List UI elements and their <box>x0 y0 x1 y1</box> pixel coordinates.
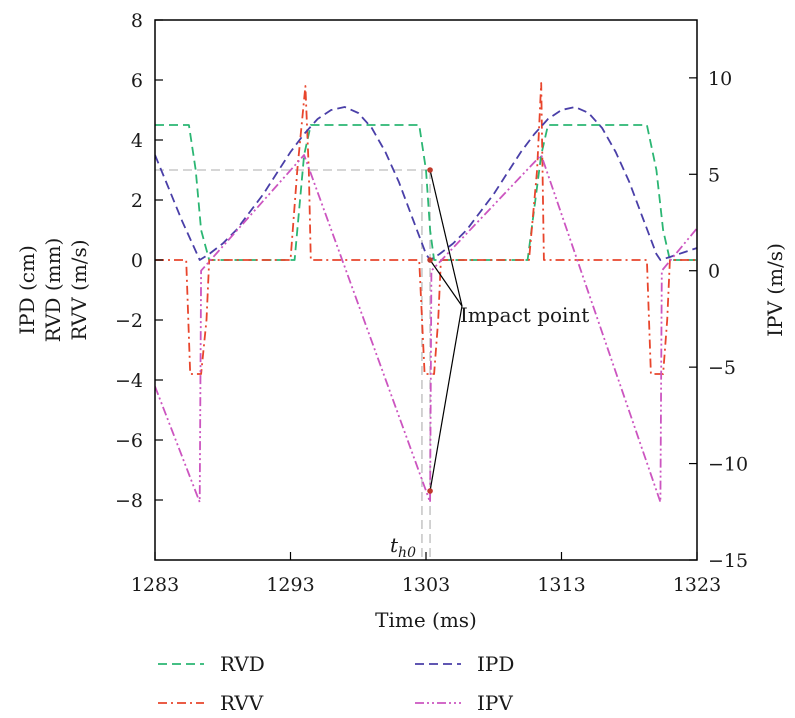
y2-tick-label: 0 <box>708 261 720 283</box>
impact-point-label: Impact point <box>460 303 589 327</box>
series-line-ipv <box>155 154 697 504</box>
y-axis-label-line-3: RVV (m/s) <box>67 239 91 340</box>
legend-label-rvd: RVD <box>220 652 265 676</box>
y2-axis-label: IPV (m/s) <box>763 243 787 337</box>
y2-axis-label-group: IPV (m/s) <box>763 243 787 337</box>
y2-tick-label: 5 <box>708 164 720 186</box>
legend-label-ipd: IPD <box>477 652 514 676</box>
x-axis-label: Time (ms) <box>375 608 477 632</box>
y-tick-label: 6 <box>131 70 143 92</box>
y-tick-label: −8 <box>115 490 143 512</box>
y-axis-label: IPD (cm) <box>15 245 39 335</box>
y-axis-label-2: RVD (mm) <box>41 238 65 343</box>
y2-tick-label: 10 <box>708 68 732 90</box>
x-tick-label: 1313 <box>537 574 585 596</box>
x-tick-label: 1303 <box>402 574 450 596</box>
series-line-ipd <box>155 106 697 261</box>
y-tick-label: 4 <box>131 130 143 152</box>
legend: RVD IPD RVV IPV <box>158 652 514 715</box>
y-tick-label: 0 <box>131 250 143 272</box>
impact-point-marker <box>427 167 433 173</box>
y2-tick-label: −10 <box>708 454 748 476</box>
y2-tick-label: −15 <box>708 550 748 572</box>
legend-label-ipv: IPV <box>477 691 513 715</box>
impact-point-marker <box>427 257 433 263</box>
legend-label-rvv: RVV <box>220 691 264 715</box>
plot-frame <box>154 19 698 561</box>
x-tick-label: 1293 <box>266 574 314 596</box>
y-tick-label: −6 <box>115 430 143 452</box>
y-axis-label-3: RVV (m/s) <box>67 239 91 340</box>
impact-pointer-line <box>429 169 463 307</box>
y-tick-label: 2 <box>131 190 143 212</box>
impact-pointer-line <box>429 305 463 492</box>
y-tick-label: −4 <box>115 370 143 392</box>
impact-point-marker <box>427 488 433 494</box>
y-tick-label: 8 <box>131 10 143 32</box>
series-line-rvv <box>155 82 697 375</box>
y-axis-label-line-2: RVD (mm) <box>41 238 65 343</box>
y-axis-label-line-1: IPD (cm) <box>15 245 39 335</box>
x-tick-label: 1323 <box>673 574 721 596</box>
impact-pointer-line <box>429 259 463 307</box>
y-tick-label: −2 <box>115 310 143 332</box>
series-line-rvd <box>155 124 697 261</box>
y2-tick-label: −5 <box>708 357 736 379</box>
x-tick-label: 1283 <box>131 574 179 596</box>
th0-label: th0 <box>390 533 416 561</box>
